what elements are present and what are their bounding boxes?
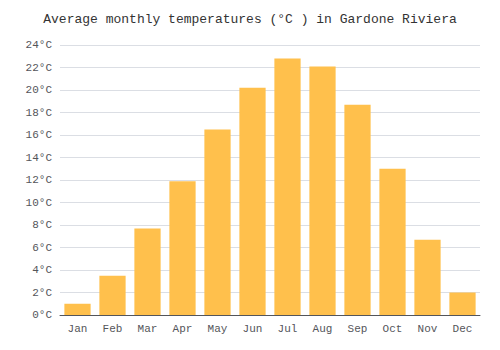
svg-text:Jan: Jan — [68, 323, 88, 335]
svg-text:Average monthly temperatures (: Average monthly temperatures (°C ) in Ga… — [43, 12, 457, 27]
svg-text:14°C: 14°C — [26, 152, 53, 164]
svg-text:Sep: Sep — [348, 323, 368, 335]
svg-text:4°C: 4°C — [32, 264, 52, 276]
svg-text:18°C: 18°C — [26, 107, 53, 119]
svg-text:16°C: 16°C — [26, 129, 53, 141]
svg-text:Jun: Jun — [243, 323, 263, 335]
svg-text:12°C: 12°C — [26, 174, 53, 186]
svg-text:Aug: Aug — [313, 323, 333, 335]
svg-text:6°C: 6°C — [32, 242, 52, 254]
svg-text:10°C: 10°C — [26, 197, 53, 209]
svg-text:24°C: 24°C — [26, 39, 53, 51]
svg-text:Jul: Jul — [278, 323, 298, 335]
svg-text:Nov: Nov — [418, 323, 438, 335]
svg-text:May: May — [208, 323, 228, 335]
svg-text:22°C: 22°C — [26, 62, 53, 74]
svg-text:Mar: Mar — [138, 323, 158, 335]
svg-text:Feb: Feb — [103, 323, 123, 335]
svg-text:2°C: 2°C — [32, 287, 52, 299]
svg-text:Oct: Oct — [383, 323, 403, 335]
svg-text:8°C: 8°C — [32, 219, 52, 231]
svg-text:Apr: Apr — [173, 323, 193, 335]
svg-text:20°C: 20°C — [26, 84, 53, 96]
svg-text:Dec: Dec — [453, 323, 473, 335]
svg-text:0°C: 0°C — [32, 309, 52, 321]
